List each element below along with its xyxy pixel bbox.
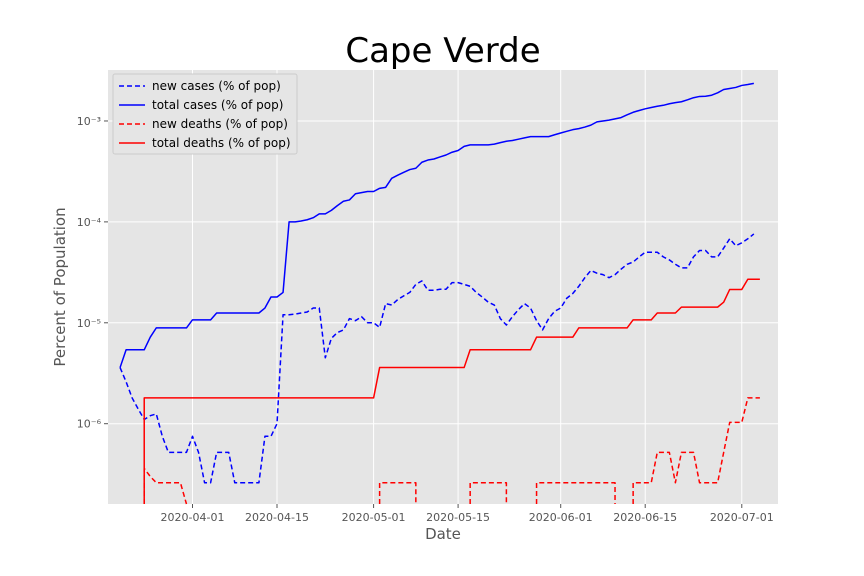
legend-label: new cases (% of pop) <box>152 79 281 93</box>
series-layer <box>119 82 760 505</box>
x-tick-label: 2020-06-15 <box>613 511 677 524</box>
x-tick-label: 2020-06-01 <box>529 511 593 524</box>
grid <box>108 70 778 504</box>
y-tick-label: 10⁻³ <box>77 115 101 128</box>
x-tick-label: 2020-05-15 <box>426 511 490 524</box>
series-line-1 <box>119 233 755 484</box>
x-tick-label: 2020-04-01 <box>161 511 225 524</box>
series-line-4 <box>143 278 760 504</box>
legend-box <box>112 73 298 155</box>
x-tick-label: 2020-04-15 <box>245 511 309 524</box>
legend-label: total cases (% of pop) <box>152 98 283 112</box>
series-line-3 <box>143 397 760 505</box>
legend-label: total deaths (% of pop) <box>152 136 291 150</box>
legend: new cases (% of pop) total cases (% of po… <box>112 73 298 155</box>
y-tick-label: 10⁻⁴ <box>77 216 102 229</box>
x-tick-label: 2020-07-01 <box>710 511 774 524</box>
series-line-2 <box>119 82 754 368</box>
y-tick-label: 10⁻⁵ <box>77 317 101 330</box>
legend-label: new deaths (% of pop) <box>152 117 288 131</box>
chart-title: Cape Verde <box>345 31 540 71</box>
y-axis-label: Percent of Population <box>51 207 69 366</box>
x-axis: 2020-04-01 2020-04-15 2020-05-01 2020-05-15… <box>161 504 774 524</box>
x-axis-label: Date <box>425 525 461 543</box>
y-axis: 10⁻⁶ 10⁻⁵ 10⁻⁴ 10⁻³ <box>77 115 108 431</box>
x-tick-label: 2020-05-01 <box>342 511 406 524</box>
y-tick-label: 10⁻⁶ <box>77 418 102 431</box>
